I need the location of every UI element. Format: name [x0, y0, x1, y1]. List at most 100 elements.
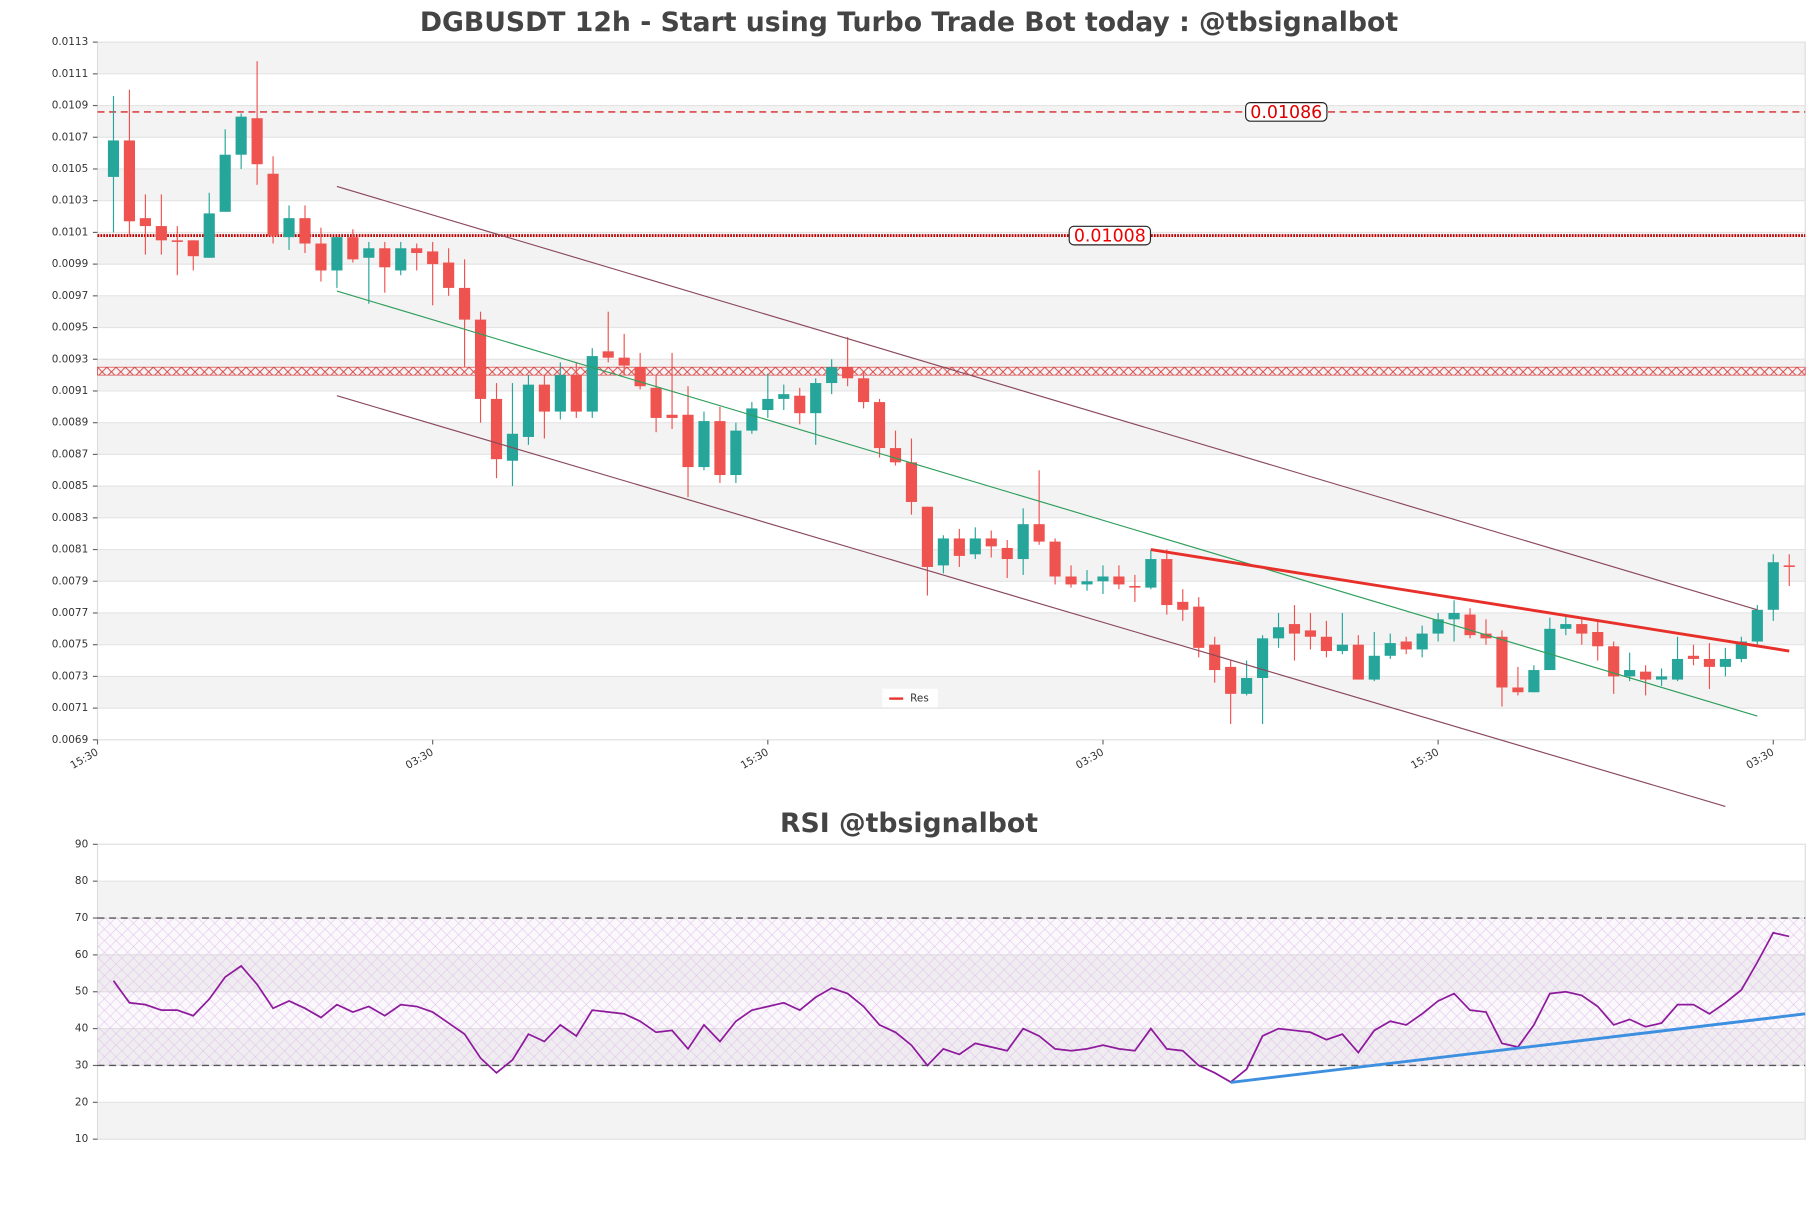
- y-tick-label: 90: [75, 838, 88, 850]
- rsi-line: [112, 931, 1790, 1084]
- x-tick-label: 03:30: [1074, 746, 1106, 771]
- candle-body: [1241, 677, 1253, 694]
- trend-line: [336, 290, 1758, 717]
- candle-body: [1161, 559, 1173, 606]
- candle-body: [1400, 641, 1412, 650]
- x-tick-label: 03:30: [1744, 746, 1776, 771]
- y-tick-label: 0.0095: [52, 322, 89, 334]
- level-label: 0.01086: [1250, 103, 1322, 123]
- candle-body: [1033, 524, 1045, 542]
- candle-body: [826, 367, 838, 384]
- y-tick-label: 0.0075: [52, 639, 89, 651]
- candle-body: [299, 218, 311, 244]
- y-tick-label: 0.0081: [52, 544, 89, 556]
- y-tick-label: 0.0077: [52, 607, 89, 619]
- candle-body: [730, 430, 742, 476]
- candle-body: [411, 248, 423, 254]
- candle-body: [1560, 624, 1572, 629]
- y-tick-label: 0.0097: [52, 290, 89, 302]
- y-tick-label: 0.0085: [52, 480, 89, 492]
- candle-body: [1001, 547, 1013, 560]
- candle-body: [618, 357, 630, 366]
- candle-body: [1480, 633, 1492, 639]
- candle-body: [1464, 614, 1476, 636]
- candle-body: [203, 213, 215, 258]
- candle-body: [794, 395, 806, 414]
- x-tick-label: 15:30: [739, 746, 771, 771]
- y-tick-label: 0.0103: [52, 195, 89, 207]
- candle-body: [1209, 644, 1221, 671]
- candle-body: [762, 398, 774, 411]
- candle-body: [1368, 655, 1380, 680]
- y-tick-label: 0.0087: [52, 448, 89, 460]
- candle-body: [427, 251, 439, 265]
- y-tick-label: 0.0111: [52, 68, 89, 80]
- candle-body: [889, 448, 902, 463]
- x-tick-label: 03:30: [404, 746, 436, 771]
- candle-body: [1735, 641, 1747, 659]
- grid-band: [97, 168, 1806, 201]
- y-tick-label: 0.0073: [52, 670, 89, 682]
- candle-body: [1767, 562, 1779, 610]
- candle-body: [586, 356, 598, 412]
- candle-body: [682, 414, 694, 468]
- candle-body: [602, 351, 614, 358]
- candle-body: [1496, 636, 1508, 688]
- y-tick-label: 0.0107: [52, 131, 89, 143]
- y-tick-label: 0.0069: [52, 734, 89, 746]
- y-tick-label: 70: [75, 912, 88, 924]
- candle-body: [1336, 644, 1348, 652]
- x-tick-label: 15:30: [1409, 746, 1441, 771]
- candle-body: [1320, 636, 1332, 652]
- candle-body: [1384, 643, 1396, 656]
- candle-body: [1272, 627, 1285, 639]
- candle-body: [1065, 576, 1077, 585]
- candle-body: [1783, 565, 1795, 567]
- candle-body: [1640, 671, 1652, 680]
- trend-line: [1230, 1012, 1806, 1084]
- y-tick-label: 0.0083: [52, 512, 89, 524]
- candle-body: [1719, 658, 1731, 667]
- candle-body: [1416, 633, 1428, 650]
- candle-body: [1225, 666, 1237, 694]
- candle-body: [1671, 658, 1684, 680]
- trend-line: [1150, 548, 1790, 653]
- candle-body: [522, 384, 534, 437]
- candle-body: [1193, 606, 1205, 648]
- candle-body: [570, 375, 582, 412]
- grid-band: [97, 549, 1806, 582]
- candle-body: [778, 394, 790, 399]
- grid-band: [97, 1102, 1806, 1140]
- y-tick-label: 0.0089: [52, 417, 89, 429]
- legend-label: Res: [910, 693, 929, 705]
- candle-body: [1352, 644, 1364, 680]
- candle-body: [650, 387, 662, 418]
- candle-body: [1145, 559, 1157, 588]
- candle-body: [921, 506, 933, 567]
- level-label-box: [1245, 102, 1328, 122]
- rsi-title: RSI @tbsignalbot: [780, 808, 1038, 839]
- candle-body: [1624, 670, 1636, 677]
- chart-title: DGBUSDT 12h - Start using Turbo Trade Bo…: [420, 7, 1398, 38]
- candle-body: [219, 154, 231, 212]
- candle-body: [1608, 646, 1620, 677]
- grid-band: [97, 42, 1806, 74]
- grid-band: [97, 612, 1806, 645]
- candle-body: [171, 240, 183, 242]
- candle-body: [123, 140, 136, 222]
- level-label-box: [1068, 225, 1152, 246]
- candle-body: [1432, 619, 1444, 634]
- candle-body: [251, 118, 263, 165]
- grid-band: [97, 295, 1806, 328]
- x-tick-label: 15:30: [68, 746, 100, 771]
- candle-body: [1751, 609, 1763, 642]
- candle-body: [1544, 628, 1556, 671]
- candle-body: [842, 367, 854, 379]
- candle-body: [1288, 624, 1301, 634]
- candle-body: [1448, 612, 1460, 620]
- candle-body: [1304, 630, 1317, 637]
- candle-body: [1703, 658, 1716, 667]
- candle-body: [139, 218, 151, 227]
- zone: [97, 918, 1806, 1066]
